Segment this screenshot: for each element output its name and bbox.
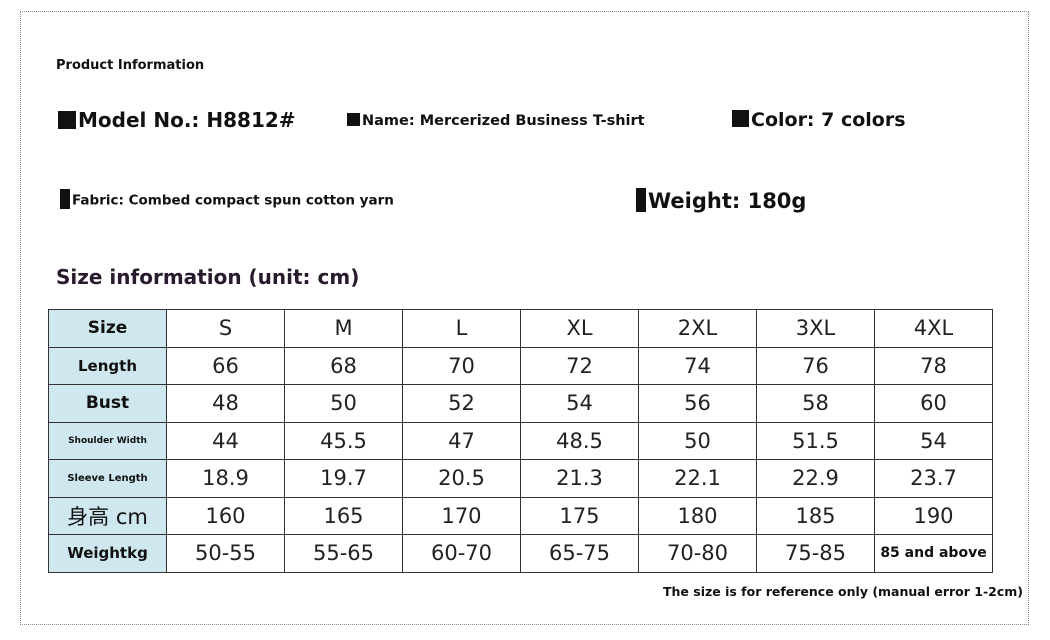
color-text: Color: 7 colors (751, 109, 906, 131)
table-cell: 60 (874, 384, 993, 423)
row-label: Length (48, 346, 167, 385)
table-cell: 75-85 (756, 534, 875, 573)
product-info-heading: Product Information (56, 58, 205, 73)
table-cell: 45.5 (284, 421, 403, 460)
table-cell: 54 (520, 384, 639, 423)
table-row: Length 66 68 70 72 74 76 78 (48, 346, 993, 385)
table-cell: 2XL (638, 309, 757, 348)
table-cell: 85 and above (874, 534, 993, 573)
weight-text: Weight: 180g (648, 189, 807, 213)
table-cell: 78 (874, 346, 993, 385)
table-cell: 70 (402, 346, 521, 385)
square-bullet-icon (58, 110, 76, 129)
square-bullet-icon (732, 110, 749, 127)
table-cell: 4XL (874, 309, 993, 348)
row-label: Size (48, 309, 167, 348)
table-cell: 52 (402, 384, 521, 423)
table-cell: 48.5 (520, 421, 639, 460)
row-label: Weightkg (48, 534, 167, 573)
table-cell: 22.9 (756, 459, 875, 498)
table-cell: 54 (874, 421, 993, 460)
model-number: Model No.: H8812# (58, 108, 296, 132)
row-label: Shoulder Width (48, 421, 167, 460)
product-fabric: Fabric: Combed compact spun cotton yarn (60, 189, 394, 209)
table-cell: 44 (166, 421, 285, 460)
table-cell: 23.7 (874, 459, 993, 498)
table-cell: 58 (756, 384, 875, 423)
product-name: Name: Mercerized Business T-shirt (347, 113, 645, 129)
table-row: Shoulder Width 44 45.5 47 48.5 50 51.5 54 (48, 421, 993, 460)
table-cell: 3XL (756, 309, 875, 348)
table-cell: 190 (874, 496, 993, 535)
size-table: Size S M L XL 2XL 3XL 4XL Length 66 68 70 72 74 76 78 Bu… (48, 309, 993, 573)
table-cell: 72 (520, 346, 639, 385)
table-cell: 21.3 (520, 459, 639, 498)
row-label: 身高 cm (48, 496, 167, 535)
table-cell: 48 (166, 384, 285, 423)
table-cell: 50-55 (166, 534, 285, 573)
table-cell: 160 (166, 496, 285, 535)
name-text: Name: Mercerized Business T-shirt (362, 113, 645, 129)
table-cell: 50 (638, 421, 757, 460)
table-cell: 22.1 (638, 459, 757, 498)
square-bullet-icon (636, 188, 646, 212)
table-row: Bust 48 50 52 54 56 58 60 (48, 384, 993, 423)
table-cell: 51.5 (756, 421, 875, 460)
table-cell: L (402, 309, 521, 348)
table-cell: 18.9 (166, 459, 285, 498)
table-cell: 170 (402, 496, 521, 535)
square-bullet-icon (60, 189, 70, 209)
table-cell: 20.5 (402, 459, 521, 498)
table-cell: 165 (284, 496, 403, 535)
table-cell: 65-75 (520, 534, 639, 573)
table-cell: S (166, 309, 285, 348)
table-cell: 70-80 (638, 534, 757, 573)
fabric-text: Fabric: Combed compact spun cotton yarn (72, 192, 394, 209)
table-row: Sleeve Length 18.9 19.7 20.5 21.3 22.1 22.9 23.… (48, 459, 993, 498)
table-cell: 19.7 (284, 459, 403, 498)
table-row: Size S M L XL 2XL 3XL 4XL (48, 309, 993, 348)
table-cell: XL (520, 309, 639, 348)
table-cell: M (284, 309, 403, 348)
table-cell: 56 (638, 384, 757, 423)
table-cell: 180 (638, 496, 757, 535)
table-cell: 175 (520, 496, 639, 535)
table-row: 身高 cm 160 165 170 175 180 185 190 (48, 496, 993, 535)
row-label: Sleeve Length (48, 459, 167, 498)
table-cell: 74 (638, 346, 757, 385)
table-cell: 50 (284, 384, 403, 423)
model-text: Model No.: H8812# (78, 108, 296, 132)
size-note: The size is for reference only (manual e… (663, 584, 1023, 599)
table-row: Weightkg 50-55 55-65 60-70 65-75 70-80 75-85 85… (48, 534, 993, 573)
product-color: Color: 7 colors (732, 109, 906, 131)
table-cell: 185 (756, 496, 875, 535)
square-bullet-icon (347, 113, 360, 126)
row-label: Bust (48, 384, 167, 423)
table-cell: 66 (166, 346, 285, 385)
table-cell: 55-65 (284, 534, 403, 573)
table-cell: 76 (756, 346, 875, 385)
size-info-heading: Size information (unit: cm) (56, 265, 360, 289)
table-cell: 60-70 (402, 534, 521, 573)
product-weight: Weight: 180g (636, 188, 807, 213)
page-border (20, 11, 1029, 625)
table-cell: 68 (284, 346, 403, 385)
table-cell: 47 (402, 421, 521, 460)
